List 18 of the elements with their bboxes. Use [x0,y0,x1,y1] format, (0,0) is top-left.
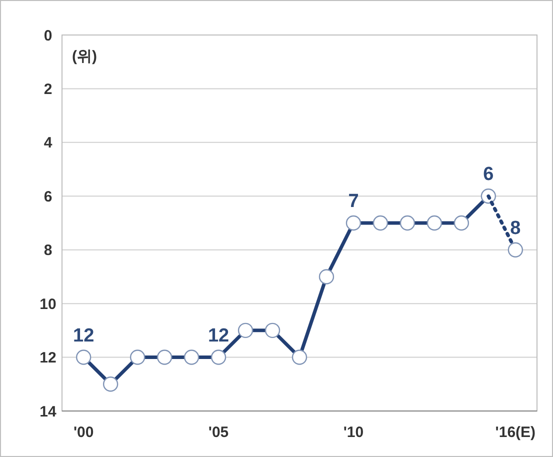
y-tick-label: 12 [40,350,56,367]
y-tick-label: 10 [40,296,56,313]
x-tick-label: '05 [208,424,229,441]
data-label: 12 [208,325,230,346]
data-label: 6 [483,164,494,186]
x-tick-label: '10 [343,424,364,441]
y-tick-label: 2 [44,80,52,98]
x-tick-label: '00 [73,424,94,441]
data-label: 12 [73,325,94,346]
data-label: 7 [348,191,359,212]
y-tick-label: 6 [44,188,52,206]
y-tick-label: 8 [44,242,52,260]
x-tick-label: '16(E) [495,424,536,441]
y-tick-label: 4 [44,134,53,152]
y-tick-label: 14 [40,403,57,420]
data-label: 8 [510,218,521,239]
y-tick-label: 0 [44,27,52,44]
y-axis-title: (위) [72,48,97,65]
